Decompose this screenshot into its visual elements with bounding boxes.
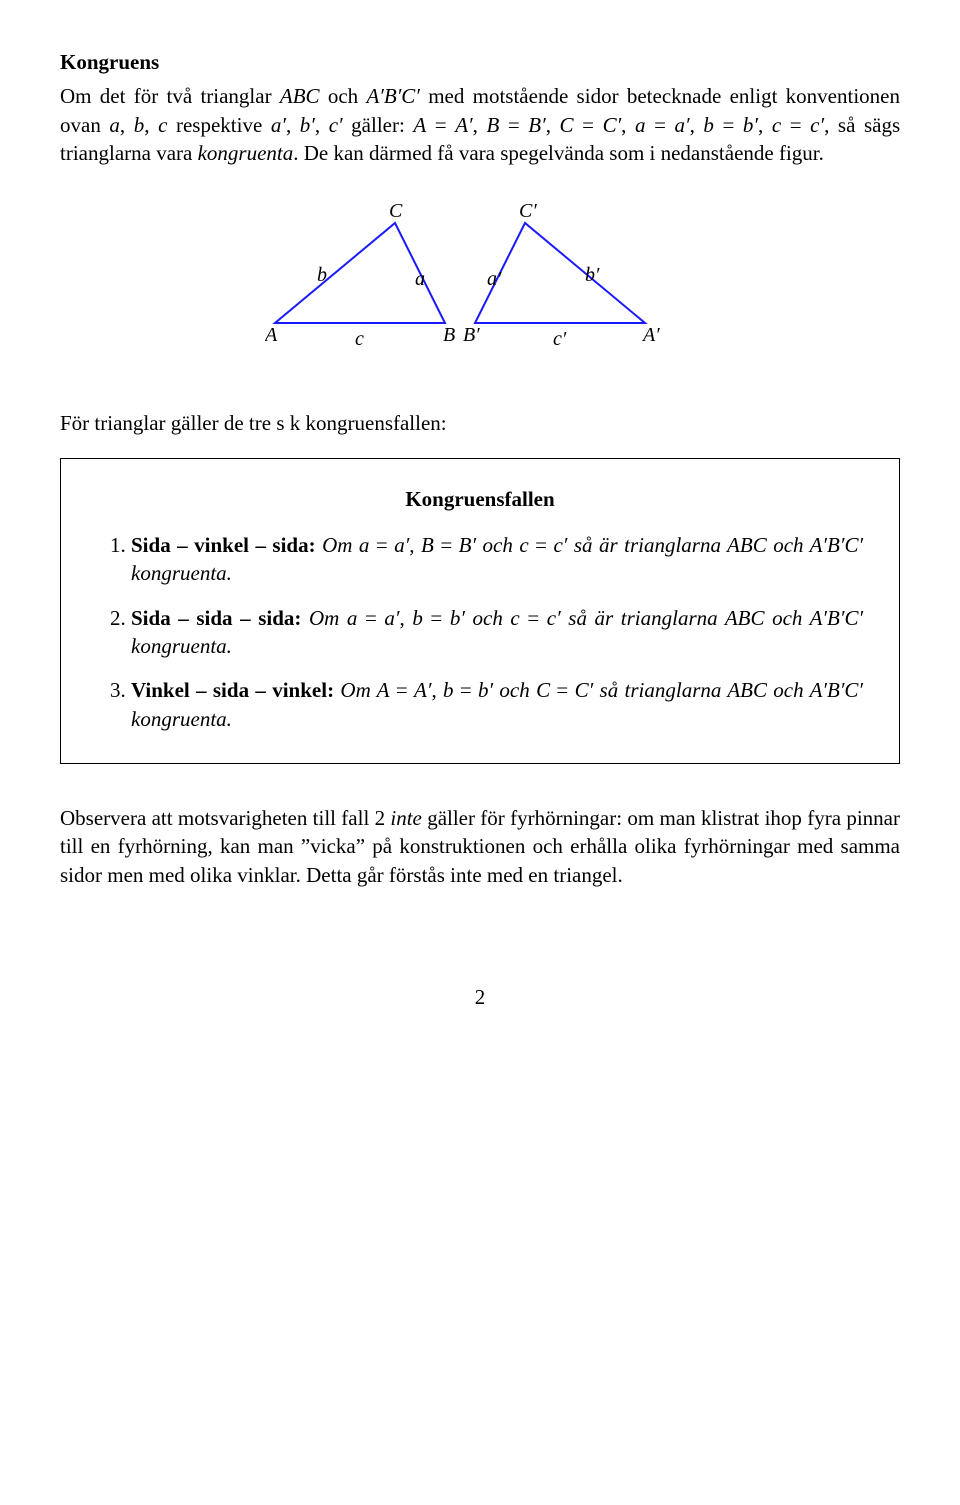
figure-labels: A B Cb a c B′ A′ C′ a′ b′ c′ [265, 203, 660, 350]
lead-text: För trianglar gäller de tre s k kongruen… [60, 409, 900, 437]
page-number: 2 [60, 983, 900, 1011]
congruence-cases-box: Kongruensfallen Sida – vinkel – sida: Om… [60, 458, 900, 764]
svg-text:c′: c′ [553, 328, 567, 350]
svg-text:C: C [389, 203, 403, 222]
svg-text:b′: b′ [585, 264, 600, 286]
note-paragraph: Observera att motsvarigheten till fall 2… [60, 804, 900, 889]
case-name: Sida – vinkel – sida: [131, 533, 322, 557]
cases-list: Sida – vinkel – sida: Om a = a′, B = B′ … [97, 531, 863, 733]
svg-text:B: B [443, 324, 455, 346]
box-title: Kongruensfallen [97, 485, 863, 513]
svg-text:A: A [265, 324, 278, 346]
svg-text:a′: a′ [487, 268, 502, 290]
case-item: Vinkel – sida – vinkel: Om A = A′, b = b… [131, 676, 863, 733]
case-name: Vinkel – sida – vinkel: [131, 678, 340, 702]
case-name: Sida – sida – sida: [131, 606, 309, 630]
svg-text:c: c [355, 328, 364, 350]
intro-paragraph: Om det för två trianglar ABC och A′B′C′ … [60, 82, 900, 167]
section-heading: Kongruens [60, 48, 900, 76]
svg-text:a: a [415, 268, 425, 290]
triangles-figure: A B Cb a c B′ A′ C′ a′ b′ c′ [265, 203, 695, 353]
case-item: Sida – sida – sida: Om a = a′, b = b′ oc… [131, 604, 863, 661]
svg-text:C′: C′ [519, 203, 537, 222]
figure-container: A B Cb a c B′ A′ C′ a′ b′ c′ [60, 203, 900, 353]
svg-text:b: b [317, 264, 327, 286]
svg-text:B′: B′ [463, 324, 480, 346]
svg-text:A′: A′ [641, 324, 660, 346]
case-item: Sida – vinkel – sida: Om a = a′, B = B′ … [131, 531, 863, 588]
